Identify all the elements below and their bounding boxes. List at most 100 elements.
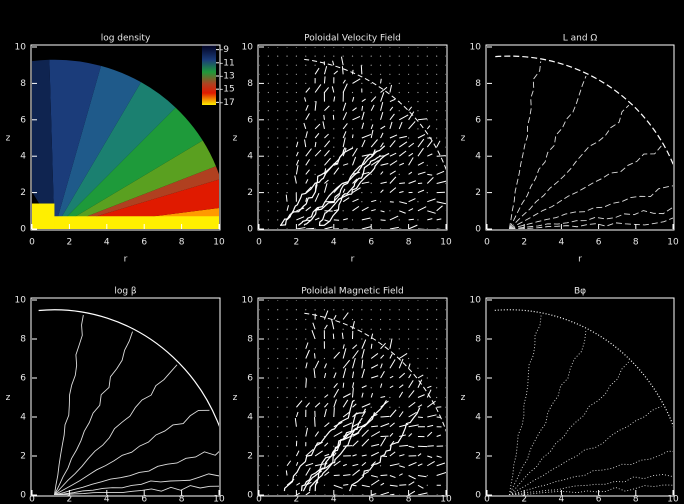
arrow	[352, 403, 357, 408]
grid-dot	[389, 82, 391, 84]
x-axis-label: r	[351, 255, 355, 265]
boundary	[493, 55, 673, 166]
arrow	[408, 106, 413, 112]
grid-dot	[436, 387, 438, 389]
colorbar-tick-label: -15	[220, 85, 235, 95]
x-tick-label: 4	[559, 238, 565, 248]
grid-dot	[417, 318, 419, 321]
grid-dot	[295, 367, 297, 369]
grid-dot	[305, 318, 307, 321]
arrow	[436, 201, 446, 205]
arrow	[295, 450, 300, 457]
grid-dot	[295, 396, 297, 399]
contour-line	[508, 361, 629, 495]
y-tick-label: 6	[475, 115, 481, 125]
grid-dot	[333, 146, 335, 148]
arrow	[408, 401, 416, 408]
arrow	[311, 329, 316, 340]
grid-dot	[323, 357, 326, 360]
y-axis-label: z	[6, 134, 11, 144]
grid-dot	[267, 338, 269, 340]
grid-dot	[323, 484, 326, 486]
arrow	[342, 422, 353, 428]
arrow	[295, 164, 299, 175]
panel: Poloidal Velocity Field 0 2 4 6 8 10 0 2 4 6 8 10 r z	[233, 34, 452, 265]
grid-dot	[417, 367, 419, 369]
arrow	[427, 494, 429, 495]
boundary	[493, 309, 673, 427]
arrow	[371, 425, 379, 428]
grid-dot	[351, 146, 354, 148]
grid-dot	[259, 367, 260, 369]
y-tick-label: 6	[247, 374, 253, 384]
grid-dot	[259, 91, 260, 94]
streamline	[318, 154, 381, 226]
grid-dot	[259, 435, 260, 438]
streamline	[318, 152, 390, 226]
arrow	[417, 453, 422, 457]
arrow	[399, 473, 403, 476]
arrow	[417, 379, 423, 388]
arrow	[342, 102, 347, 111]
arrow	[436, 462, 446, 467]
arrow	[408, 152, 414, 157]
arrow	[380, 415, 390, 418]
y-tick-label: 10	[470, 43, 482, 53]
grid-dot	[277, 435, 279, 438]
frame	[30, 44, 221, 231]
arrow	[408, 363, 411, 369]
grid-dot	[436, 64, 438, 66]
y-axis-label: z	[233, 393, 238, 403]
grid-dot	[370, 219, 372, 221]
grid-dot	[417, 47, 419, 48]
grid-dot	[286, 173, 288, 175]
grid-dot	[323, 387, 326, 389]
plot-area	[32, 59, 219, 229]
grid-dot	[277, 328, 279, 330]
grid-dot	[286, 445, 288, 447]
x-tick-label: 6	[596, 495, 602, 504]
grid-dot	[267, 416, 269, 418]
arrow	[427, 218, 433, 221]
panel-title: Poloidal Velocity Field	[304, 34, 401, 44]
grid-dot	[277, 318, 279, 321]
y-tick-label: 0	[20, 225, 26, 235]
arrow	[389, 338, 393, 349]
contour-line	[509, 207, 673, 229]
grid-dot	[259, 348, 260, 350]
arrow	[380, 86, 388, 93]
arrow	[370, 431, 381, 437]
plot-area	[493, 309, 673, 495]
arrow	[295, 151, 299, 157]
grid-dot	[445, 137, 446, 139]
grid-dot	[417, 300, 419, 301]
grid-dot	[267, 155, 269, 157]
y-tick-label: 10	[15, 296, 27, 306]
arrow	[417, 189, 425, 194]
grid-dot	[426, 91, 428, 94]
arrow	[295, 159, 300, 166]
grid-dot	[267, 406, 269, 408]
arrow	[389, 432, 394, 437]
grid-dot	[295, 110, 297, 112]
arrow	[324, 140, 331, 148]
arrow	[313, 353, 316, 359]
density-band	[54, 166, 219, 229]
grid-dot	[417, 348, 419, 350]
grid-dot	[342, 47, 344, 48]
arrow	[352, 187, 361, 194]
arrow	[305, 349, 310, 359]
grid-dot	[445, 155, 446, 157]
arrow	[352, 107, 357, 112]
grid-dot	[267, 387, 269, 389]
arrow	[408, 461, 417, 467]
arrow	[352, 440, 359, 447]
arrow	[352, 115, 361, 121]
colorbar	[202, 45, 216, 105]
arrow	[342, 348, 347, 359]
arrow	[361, 461, 367, 467]
grid-dot	[267, 164, 269, 166]
grid-dot	[259, 387, 260, 389]
arrow	[314, 123, 321, 130]
arrow	[380, 125, 386, 130]
